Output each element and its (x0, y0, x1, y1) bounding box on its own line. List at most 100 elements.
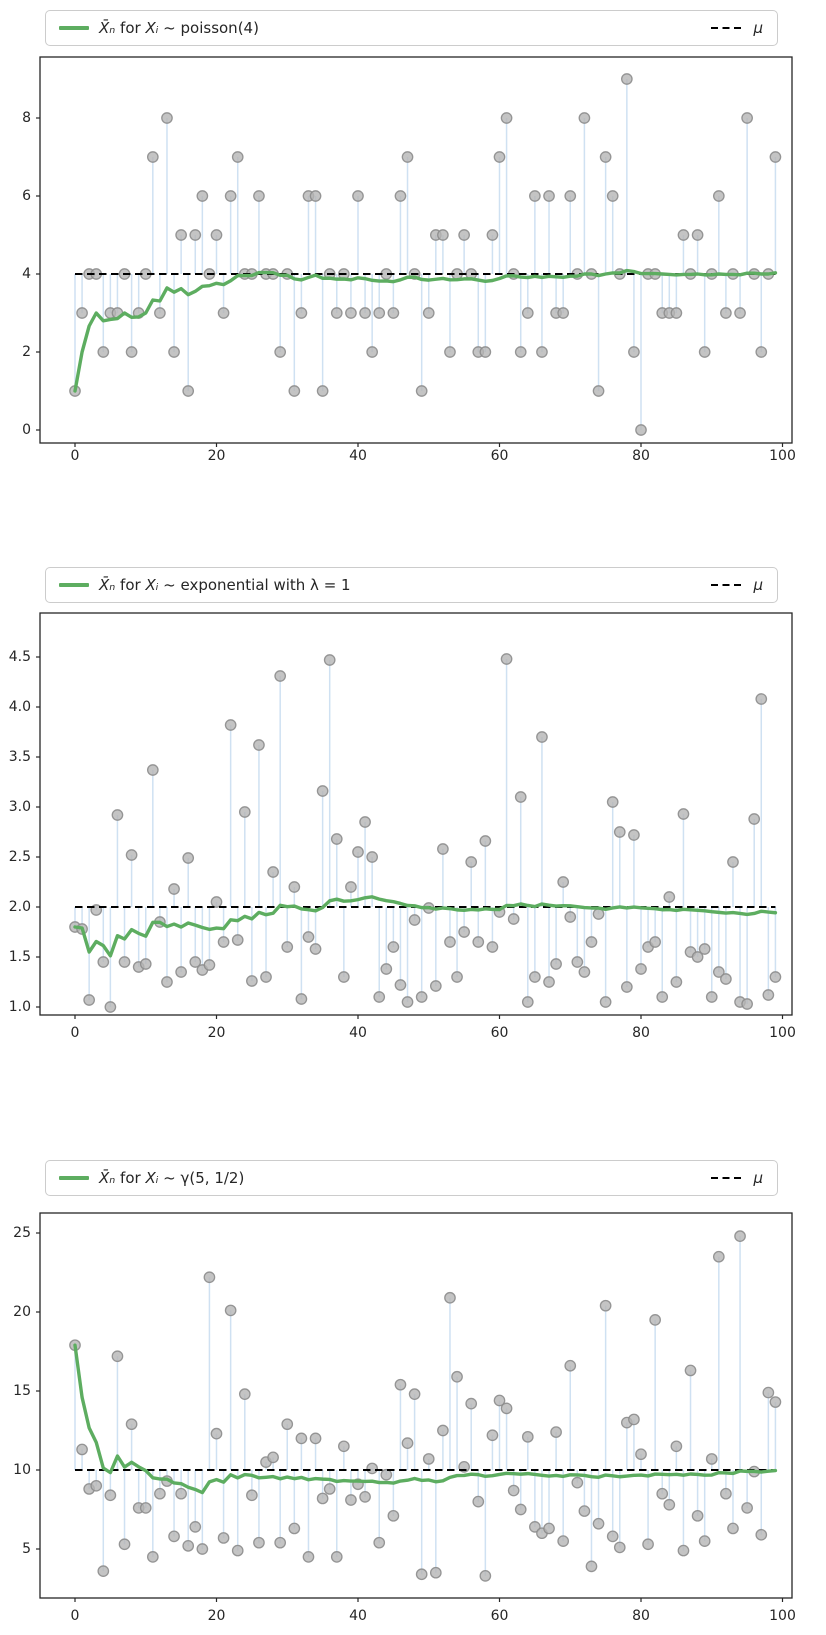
axes-box (39, 56, 793, 444)
data-point (90, 1479, 103, 1492)
data-point (168, 1530, 180, 1543)
data-point (635, 963, 647, 975)
data-point (599, 1299, 612, 1312)
data-point (380, 963, 393, 975)
data-point (118, 1538, 131, 1551)
data-point (479, 346, 492, 358)
legend-series-label: X̄ₙ for Xᵢ ~ exponential with λ = 1 (99, 576, 351, 594)
legend-mu-label: μ (753, 19, 763, 37)
x-tick-label: 0 (71, 1025, 80, 1041)
data-point (741, 112, 753, 124)
data-point (514, 346, 527, 358)
data-point (203, 1271, 216, 1284)
data-point (769, 971, 782, 983)
data-point (316, 785, 329, 797)
data-point (246, 1489, 258, 1502)
data-point (394, 1378, 407, 1391)
data-point (486, 1429, 499, 1442)
data-point (288, 1522, 301, 1535)
y-tick-label: 3.5 (9, 749, 31, 765)
data-point (507, 1484, 520, 1497)
data-point (493, 1394, 506, 1407)
data-point (529, 190, 541, 202)
data-point (437, 843, 449, 855)
y-tick-label: 3.0 (9, 799, 31, 815)
data-point (267, 1451, 279, 1464)
data-point (613, 1541, 626, 1554)
data-point (500, 112, 513, 124)
x-tick-label: 60 (491, 448, 509, 464)
data-point (196, 190, 209, 202)
data-point (401, 996, 414, 1008)
data-point (295, 1432, 308, 1445)
data-point (125, 1418, 138, 1431)
data-point (628, 1413, 640, 1426)
data-point (408, 1388, 421, 1401)
data-point (224, 1304, 237, 1317)
data-point (571, 956, 584, 968)
data-point (366, 346, 378, 358)
data-point (536, 346, 548, 358)
data-point (543, 976, 555, 988)
data-point (543, 190, 555, 202)
data-point (670, 976, 683, 988)
data-point (189, 956, 202, 968)
data-point (352, 846, 364, 858)
data-point (444, 936, 456, 948)
x-tick-label: 60 (491, 1608, 509, 1624)
data-point (231, 934, 244, 946)
data-point (727, 856, 739, 868)
data-point (97, 346, 110, 358)
data-point (274, 1536, 287, 1549)
series-line-swatch (59, 26, 89, 30)
data-point (373, 991, 386, 1003)
data-point (599, 151, 612, 163)
y-tick-label: 6 (22, 188, 31, 204)
data-point (635, 1448, 647, 1461)
data-point (111, 809, 124, 821)
data-point (309, 1432, 322, 1445)
data-point (712, 966, 725, 978)
data-point (557, 876, 570, 888)
data-point (295, 307, 308, 319)
data-point (458, 229, 470, 241)
data-point (415, 385, 428, 397)
data-point (444, 1291, 456, 1304)
data-point (606, 190, 619, 202)
data-point (550, 958, 562, 970)
data-point (366, 851, 378, 863)
data-point (323, 1483, 336, 1495)
data-point (649, 936, 662, 948)
running-mean-line (73, 1343, 778, 1495)
data-point (628, 346, 640, 358)
data-point (437, 229, 449, 241)
legend-exponential: X̄ₙ for Xᵢ ~ exponential with λ = 1 μ (45, 567, 778, 603)
data-point (437, 1424, 449, 1437)
data-point (422, 307, 435, 319)
data-point (557, 1535, 570, 1547)
data-point (755, 346, 768, 358)
data-point (479, 1570, 492, 1582)
data-point (189, 229, 202, 241)
data-point (705, 991, 718, 1003)
data-point (514, 1503, 527, 1516)
data-point (401, 151, 414, 163)
running-mean-line (73, 268, 778, 393)
data-point (677, 229, 690, 241)
data-point (755, 693, 768, 705)
data-point (217, 1532, 230, 1544)
data-point (557, 307, 570, 319)
data-point (394, 190, 407, 202)
data-point (238, 806, 251, 818)
series-line-swatch (59, 583, 89, 587)
data-point (224, 190, 237, 202)
x-tick-label: 0 (71, 1608, 80, 1624)
data-point (415, 991, 428, 1003)
data-point (352, 190, 364, 202)
data-point (536, 731, 548, 743)
data-point (373, 307, 386, 319)
data-point (330, 833, 343, 845)
data-point (698, 1535, 711, 1547)
data-point (620, 73, 633, 85)
x-tick-label: 80 (632, 1025, 650, 1041)
